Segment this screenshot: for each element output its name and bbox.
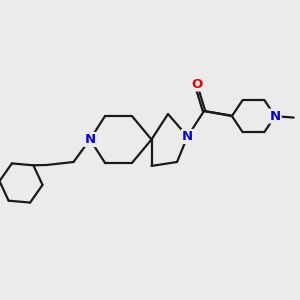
Text: N: N [182, 130, 193, 143]
Text: N: N [269, 110, 281, 123]
Text: N: N [84, 133, 96, 146]
Text: O: O [192, 77, 203, 91]
